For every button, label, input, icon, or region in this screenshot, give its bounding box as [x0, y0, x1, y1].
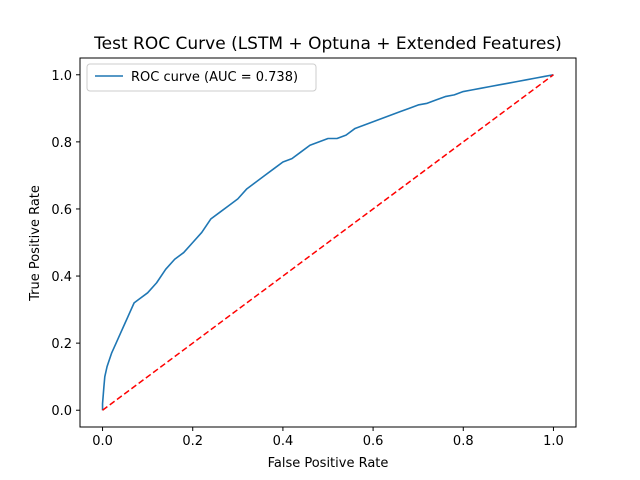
- plot-area: [79, 57, 577, 428]
- x-tick-label: 0.4: [273, 434, 294, 449]
- y-axis: 0.0 0.2 0.4 0.6 0.8 1.0: [51, 69, 80, 419]
- chart-title: Test ROC Curve (LSTM + Optuna + Extended…: [93, 34, 562, 54]
- y-tick-label: 0.0: [51, 404, 72, 419]
- chance-diagonal-line: [102, 74, 554, 411]
- x-axis: 0.0 0.2 0.4 0.6 0.8 1.0: [92, 427, 564, 449]
- x-tick-label: 0.2: [182, 434, 203, 449]
- x-tick-label: 0.0: [92, 434, 113, 449]
- roc-curve-line: [101, 73, 554, 411]
- x-axis-label: False Positive Rate: [268, 456, 389, 471]
- y-tick-label: 0.8: [51, 136, 72, 151]
- y-tick-label: 0.2: [51, 337, 72, 352]
- legend-box: [86, 63, 317, 92]
- y-axis-label: True Positive Rate: [28, 185, 43, 302]
- x-tick-label: 0.6: [363, 434, 384, 449]
- series-layer: [101, 73, 554, 411]
- x-tick-label: 0.8: [453, 434, 474, 449]
- plot-frame: [79, 57, 577, 428]
- legend-label-roc-curve: ROC curve (AUC = 0.738): [131, 70, 298, 85]
- y-tick-label: 0.4: [51, 270, 72, 285]
- x-tick-label: 1.0: [543, 434, 564, 449]
- legend: ROC curve (AUC = 0.738): [86, 63, 317, 92]
- y-tick-label: 0.6: [51, 203, 72, 218]
- y-tick-label: 1.0: [51, 69, 72, 84]
